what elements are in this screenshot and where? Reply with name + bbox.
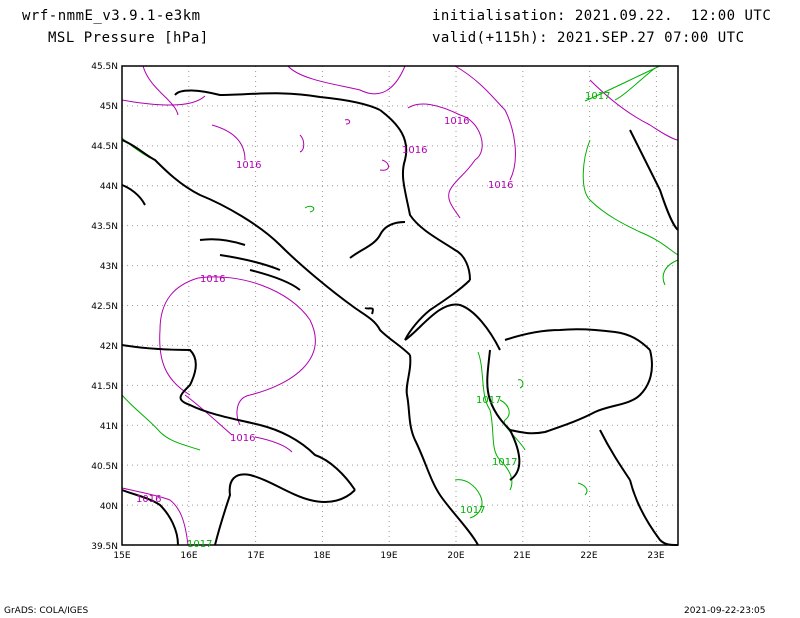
isobar-label-1017: 1017 xyxy=(460,505,485,516)
lat-label: 45.5N xyxy=(91,62,118,72)
lon-label: 20E xyxy=(447,551,464,561)
lon-label: 23E xyxy=(647,551,664,561)
lat-label: 40.5N xyxy=(91,462,118,472)
isobar-label-1016: 1016 xyxy=(444,116,469,127)
footer-timestamp: 2021-09-22-23:05 xyxy=(684,606,766,616)
lon-label: 21E xyxy=(513,551,530,561)
latitude-labels: 45.5N 45N 44.5N 44N 43.5N 43N 42.5N 42N … xyxy=(91,62,118,552)
map-frame xyxy=(121,65,679,546)
lat-label: 43N xyxy=(100,262,118,272)
lat-label: 44.5N xyxy=(91,142,118,152)
isobar-label-1016: 1016 xyxy=(488,180,513,191)
lat-label: 40N xyxy=(100,502,118,512)
isobar-label-1016: 1016 xyxy=(230,433,255,444)
lon-label: 15E xyxy=(113,551,130,561)
lat-label: 43.5N xyxy=(91,222,118,232)
isobar-label-1016: 1016 xyxy=(136,494,161,505)
field-name: MSL Pressure [hPa] xyxy=(48,30,209,46)
init-time: initialisation: 2021.09.22. 12:00 UTC xyxy=(432,8,772,24)
lat-label: 42N xyxy=(100,342,118,352)
lon-label: 16E xyxy=(180,551,197,561)
isobar-label-1017: 1017 xyxy=(585,91,610,102)
isobars-1017 xyxy=(121,65,679,519)
lat-label: 42.5N xyxy=(91,302,118,312)
lat-label: 44N xyxy=(100,182,118,192)
isobar-labels: 1016 1016 1016 1016 1016 1016 1016 1017 … xyxy=(136,91,610,550)
lat-label: 45N xyxy=(100,102,118,112)
longitude-labels: 15E 16E 17E 18E 19E 20E 21E 22E 23E xyxy=(113,551,664,561)
valid-time: valid(+115h): 2021.SEP.27 07:00 UTC xyxy=(432,30,745,46)
isobar-label-1016: 1016 xyxy=(402,145,427,156)
lon-label: 18E xyxy=(313,551,330,561)
lat-label: 39.5N xyxy=(91,542,118,552)
isobar-label-1017: 1017 xyxy=(492,457,517,468)
isobar-label-1017: 1017 xyxy=(476,395,501,406)
lon-label: 22E xyxy=(580,551,597,561)
isobar-label-1016: 1016 xyxy=(236,160,261,171)
lon-label: 17E xyxy=(247,551,264,561)
lat-label: 41.5N xyxy=(91,382,118,392)
model-name: wrf-nmmE_v3.9.1-e3km xyxy=(22,8,201,24)
isobar-label-1017: 1017 xyxy=(187,539,212,550)
graticule xyxy=(122,66,678,545)
coastlines-borders xyxy=(121,89,679,546)
isobars-1016 xyxy=(121,65,679,546)
isobar-label-1016: 1016 xyxy=(200,274,225,285)
footer-credit: GrADS: COLA/IGES xyxy=(4,606,89,616)
lon-label: 19E xyxy=(380,551,397,561)
lat-label: 41N xyxy=(100,422,118,432)
